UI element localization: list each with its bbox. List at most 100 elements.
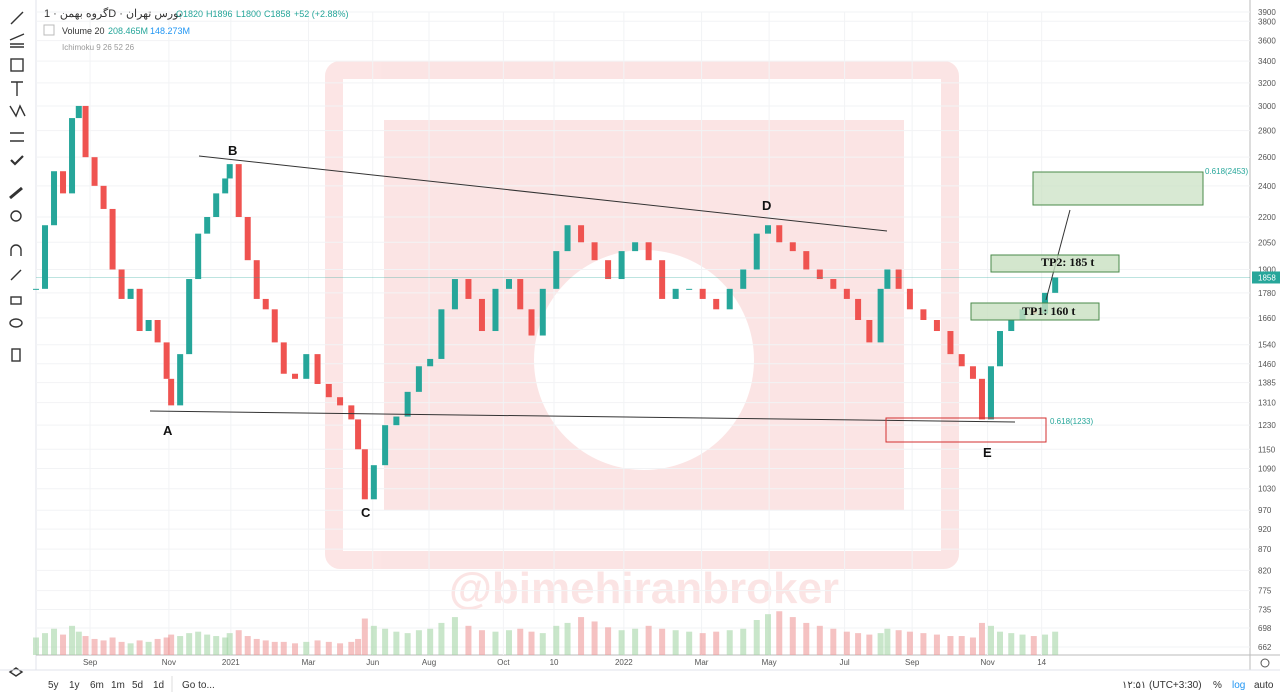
tool-ruler[interactable]: [9, 186, 23, 200]
range-button[interactable]: 5d: [132, 680, 143, 691]
volume-bar: [438, 622, 445, 655]
candle: [382, 425, 389, 466]
open: O1820: [176, 9, 203, 19]
tp2-label: TP2: 185 t: [1041, 255, 1094, 269]
volume-label: Volume 20: [62, 26, 105, 36]
candle: [303, 354, 310, 379]
bottom-bar: Go to... ۱۲:۵۱ (UTC+3:30) % log auto 5y 1…: [48, 676, 1274, 692]
range-button[interactable]: 1m: [111, 680, 125, 691]
y-tick-label: 662: [1258, 643, 1272, 652]
x-tick-label: 14: [1037, 658, 1046, 667]
volume-bar: [33, 637, 39, 655]
candle: [492, 288, 499, 332]
candle: [42, 225, 49, 289]
volume-bar: [618, 630, 625, 655]
tool-check[interactable]: [10, 155, 24, 166]
goto-button[interactable]: Go to...: [182, 680, 215, 691]
candle: [505, 279, 512, 289]
volume-bar: [713, 631, 720, 655]
y-tick-label: 775: [1258, 587, 1272, 596]
volume-bar: [195, 631, 202, 655]
tool-fib[interactable]: [9, 33, 25, 48]
candle: [244, 216, 251, 261]
toolbar: [8, 11, 26, 677]
volume-bar: [517, 628, 524, 655]
candle: [213, 193, 220, 217]
candle: [427, 358, 434, 367]
candle: [553, 251, 560, 289]
collapse-button[interactable]: [43, 24, 55, 36]
volume-bar: [947, 636, 954, 655]
percent-toggle[interactable]: %: [1213, 680, 1222, 691]
volume-bar: [539, 633, 546, 655]
tool-eye[interactable]: [9, 318, 23, 328]
legend: گروه بهمن · 1D · بورس تهران O1820 H1896 …: [43, 7, 349, 52]
candle: [987, 366, 994, 420]
tool-line[interactable]: [10, 11, 24, 25]
candle: [517, 279, 524, 310]
volume-bar: [75, 631, 82, 655]
symbol: گروه بهمن · 1D · بورس تهران: [44, 7, 182, 20]
tool-zoom[interactable]: [10, 210, 22, 222]
volume-bar: [127, 643, 134, 655]
volume-bar: [136, 640, 143, 655]
tool-layers[interactable]: [8, 667, 24, 677]
candle: [195, 233, 202, 280]
settings-button[interactable]: [1260, 658, 1270, 668]
candle: [393, 416, 400, 426]
trend-line: [198, 155, 888, 232]
y-tick-label: 3000: [1258, 102, 1276, 111]
y-tick-label: 1030: [1258, 485, 1276, 494]
candle: [686, 288, 693, 290]
tool-magnet[interactable]: [10, 244, 22, 256]
volume-bar: [451, 617, 458, 655]
tool-text[interactable]: [11, 81, 23, 96]
auto-toggle[interactable]: auto: [1254, 680, 1274, 691]
volume-bar: [314, 640, 321, 655]
volume-bar: [672, 630, 679, 655]
candle: [404, 391, 411, 417]
candle: [355, 419, 362, 450]
x-tick-label: Aug: [422, 658, 436, 667]
volume-bar: [370, 625, 377, 655]
y-tick-label: 698: [1258, 624, 1272, 633]
volume-bar: [154, 638, 161, 655]
candle: [713, 298, 720, 310]
tool-rect[interactable]: [10, 58, 24, 72]
volume-bar: [109, 637, 116, 655]
tool-draw-lock[interactable]: [10, 269, 22, 281]
range-button[interactable]: 5y: [48, 680, 59, 691]
volume-bar: [177, 636, 184, 655]
volume-bar: [51, 628, 58, 655]
range-button[interactable]: 6m: [90, 680, 104, 691]
volume-bar: [303, 641, 310, 655]
volume-bar: [1008, 633, 1015, 655]
candle: [438, 309, 445, 359]
tool-measure[interactable]: [10, 132, 24, 142]
tp2-box: [990, 254, 1120, 273]
high: H1896: [206, 9, 233, 19]
candle: [51, 171, 58, 226]
candle: [478, 298, 485, 332]
volume-bar: [958, 636, 965, 655]
fib-support-box: [885, 417, 1047, 443]
volume-bar: [271, 641, 278, 655]
volume-bar: [776, 611, 783, 655]
range-button[interactable]: 1d: [153, 680, 164, 691]
candle: [361, 449, 368, 500]
x-tick-label: Nov: [980, 658, 994, 667]
log-toggle[interactable]: log: [1232, 680, 1245, 691]
tool-pattern[interactable]: [9, 104, 26, 118]
range-button[interactable]: 1y: [69, 680, 80, 691]
wave-label: D: [762, 198, 771, 213]
last-price-tag: [1252, 271, 1280, 284]
candle: [906, 288, 913, 310]
y-tick-label: 1900: [1258, 265, 1276, 274]
tool-lock[interactable]: [10, 296, 22, 305]
tool-trash[interactable]: [11, 348, 21, 362]
candle: [528, 309, 535, 336]
x-tick-label: 10: [550, 658, 559, 667]
candle: [605, 260, 612, 280]
candle: [82, 105, 89, 158]
